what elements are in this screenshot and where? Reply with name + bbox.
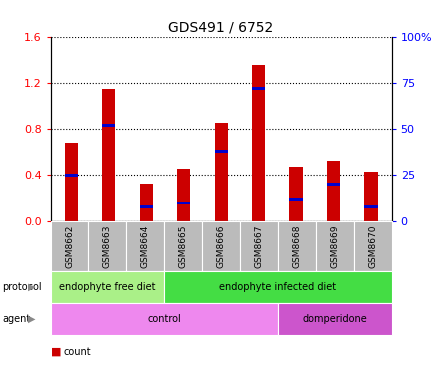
Bar (215, 123, 227, 221)
Text: ▶: ▶ (28, 282, 36, 292)
Text: GSM8669: GSM8669 (330, 224, 339, 268)
Bar (177, 169, 190, 221)
Bar (139, 205, 153, 208)
Text: GSM8664: GSM8664 (141, 224, 150, 268)
Text: endophyte infected diet: endophyte infected diet (220, 282, 337, 292)
Bar (364, 205, 378, 208)
Text: GSM8670: GSM8670 (368, 224, 377, 268)
Bar (290, 198, 303, 201)
Text: control: control (147, 314, 181, 324)
Text: GSM8667: GSM8667 (254, 224, 264, 268)
Bar (102, 89, 115, 221)
Text: ■: ■ (51, 347, 61, 357)
Text: GSM8662: GSM8662 (65, 224, 74, 268)
Bar (327, 183, 340, 186)
Bar (252, 66, 265, 221)
Bar (215, 150, 227, 153)
Bar (102, 124, 115, 127)
Text: GSM8668: GSM8668 (292, 224, 301, 268)
Text: domperidone: domperidone (302, 314, 367, 324)
Bar (65, 174, 78, 177)
Title: GDS491 / 6752: GDS491 / 6752 (169, 20, 274, 34)
Bar (177, 202, 190, 204)
Bar (65, 143, 78, 221)
Text: agent: agent (2, 314, 30, 324)
Bar (290, 167, 303, 221)
Text: GSM8663: GSM8663 (103, 224, 112, 268)
Text: protocol: protocol (2, 282, 42, 292)
Text: GSM8666: GSM8666 (216, 224, 226, 268)
Text: count: count (64, 347, 92, 357)
Bar (364, 172, 378, 221)
Bar (252, 87, 265, 90)
Bar (327, 161, 340, 221)
Text: ▶: ▶ (28, 314, 36, 324)
Text: endophyte free diet: endophyte free diet (59, 282, 156, 292)
Text: GSM8665: GSM8665 (179, 224, 188, 268)
Bar (139, 184, 153, 221)
